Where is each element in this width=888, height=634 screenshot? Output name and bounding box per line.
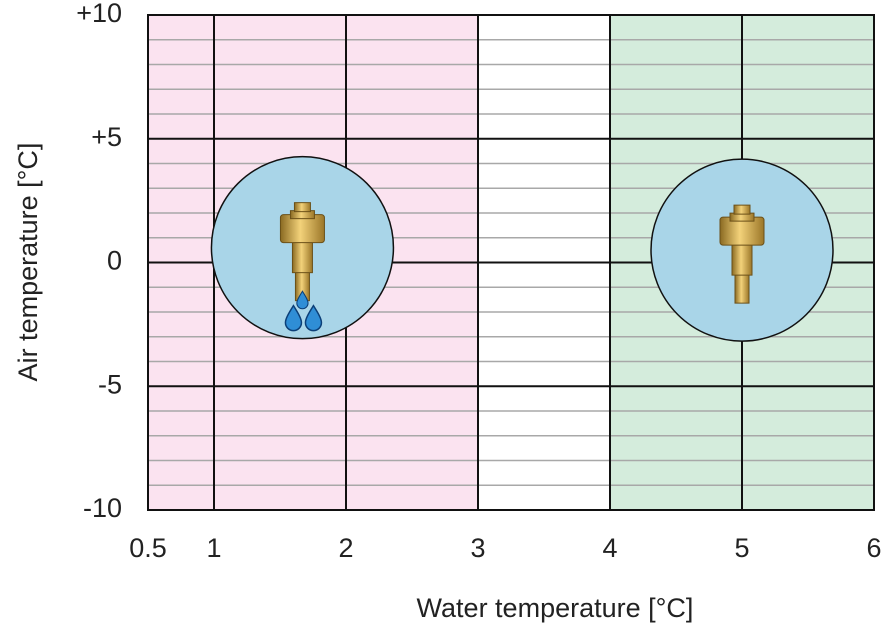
y-tick-label: +5 — [91, 122, 122, 152]
labels: +10 +5 0 -5 -100.5 1 2 3 4 5 6 — [76, 0, 881, 563]
x-tick-label: 0.5 — [129, 533, 167, 563]
valve-icon — [279, 202, 325, 302]
y-tick-label: +10 — [76, 0, 122, 28]
valve-part — [734, 272, 750, 304]
y-axis-title: Air temperature [°C] — [13, 143, 43, 382]
y-tick-label: -10 — [83, 493, 122, 523]
x-tick-label: 1 — [206, 533, 221, 563]
x-tick-label: 5 — [734, 533, 749, 563]
y-tick-label: 0 — [107, 246, 122, 276]
water-drop — [296, 290, 309, 310]
x-tick-label: 2 — [338, 533, 353, 563]
valve-part — [291, 240, 313, 274]
valve-part — [293, 202, 311, 213]
water-drop — [284, 304, 303, 332]
valve-part — [731, 242, 753, 276]
valve-part — [733, 204, 751, 215]
x-tick-label: 3 — [470, 533, 485, 563]
valve-icon — [719, 204, 765, 304]
x-tick-label: 4 — [602, 533, 617, 563]
plot-border — [147, 14, 875, 511]
y-tick-label: -5 — [98, 369, 122, 399]
water-drop — [304, 304, 323, 332]
x-axis-title: Water temperature [°C] — [417, 593, 694, 623]
x-tick-label: 6 — [866, 533, 881, 563]
marks — [210, 155, 834, 342]
